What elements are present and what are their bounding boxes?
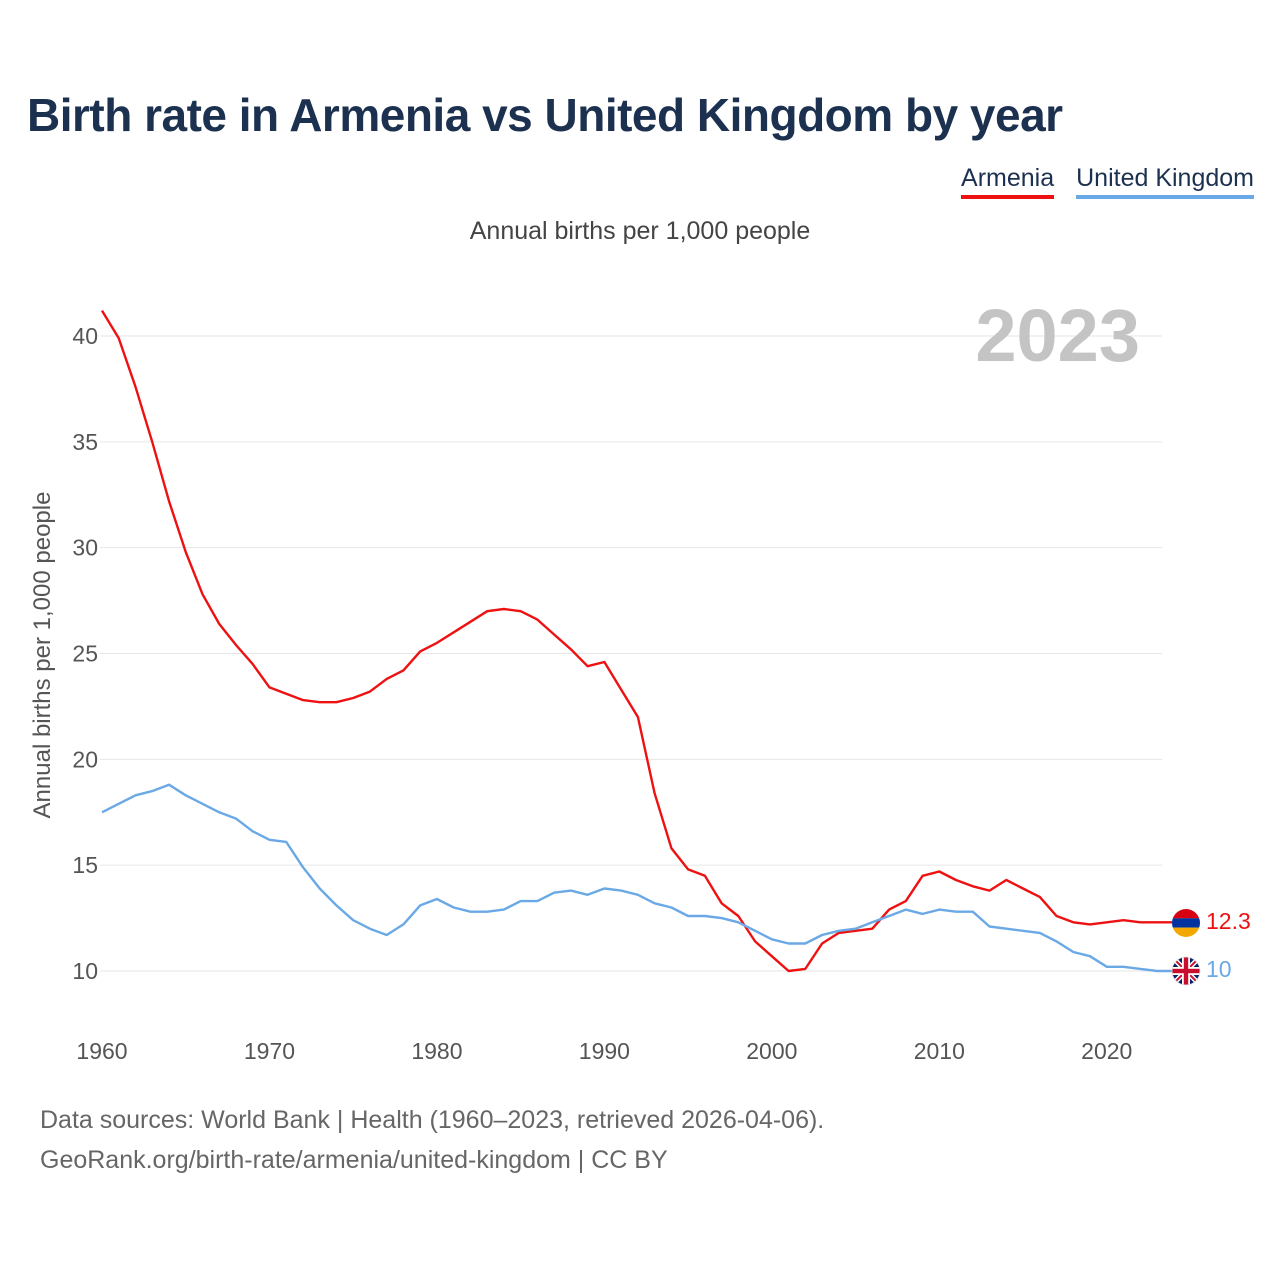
x-tick-label: 2000 bbox=[746, 1038, 797, 1064]
armenia-end-label: 12.3 bbox=[1206, 908, 1251, 934]
y-tick-label: 20 bbox=[72, 746, 98, 772]
year-watermark: 2023 bbox=[975, 294, 1140, 377]
y-axis-title: Annual births per 1,000 people bbox=[29, 492, 56, 819]
legend-item-united-kingdom[interactable]: United Kingdom bbox=[1076, 164, 1254, 199]
armenia-flag-icon bbox=[1172, 909, 1200, 937]
legend-item-armenia[interactable]: Armenia bbox=[961, 164, 1055, 199]
source-url-footer[interactable]: GeoRank.org/birth-rate/armenia/united-ki… bbox=[40, 1146, 668, 1174]
x-tick-label: 1980 bbox=[411, 1038, 462, 1064]
y-tick-label: 35 bbox=[72, 429, 98, 455]
x-tick-label: 2020 bbox=[1081, 1038, 1132, 1064]
uk-end-label: 10 bbox=[1206, 956, 1232, 982]
y-tick-label: 25 bbox=[72, 641, 98, 667]
x-tick-label: 1970 bbox=[244, 1038, 295, 1064]
legend: Armenia United Kingdom bbox=[961, 164, 1254, 199]
data-source-footer: Data sources: World Bank | Health (1960–… bbox=[40, 1106, 825, 1134]
y-tick-label: 40 bbox=[72, 323, 98, 349]
chart-title: Birth rate in Armenia vs United Kingdom … bbox=[27, 89, 1063, 141]
x-tick-label: 1960 bbox=[76, 1038, 127, 1064]
uk-flag-icon bbox=[1171, 956, 1201, 986]
chart-subtitle: Annual births per 1,000 people bbox=[469, 217, 811, 245]
y-tick-label: 30 bbox=[72, 535, 98, 561]
y-tick-label: 15 bbox=[72, 852, 98, 878]
united-kingdom-series-line bbox=[101, 783, 1172, 973]
y-tick-label: 10 bbox=[72, 958, 98, 984]
x-tick-label: 2010 bbox=[914, 1038, 965, 1064]
x-tick-label: 1990 bbox=[579, 1038, 630, 1064]
armenia-series-line bbox=[100, 309, 1172, 973]
